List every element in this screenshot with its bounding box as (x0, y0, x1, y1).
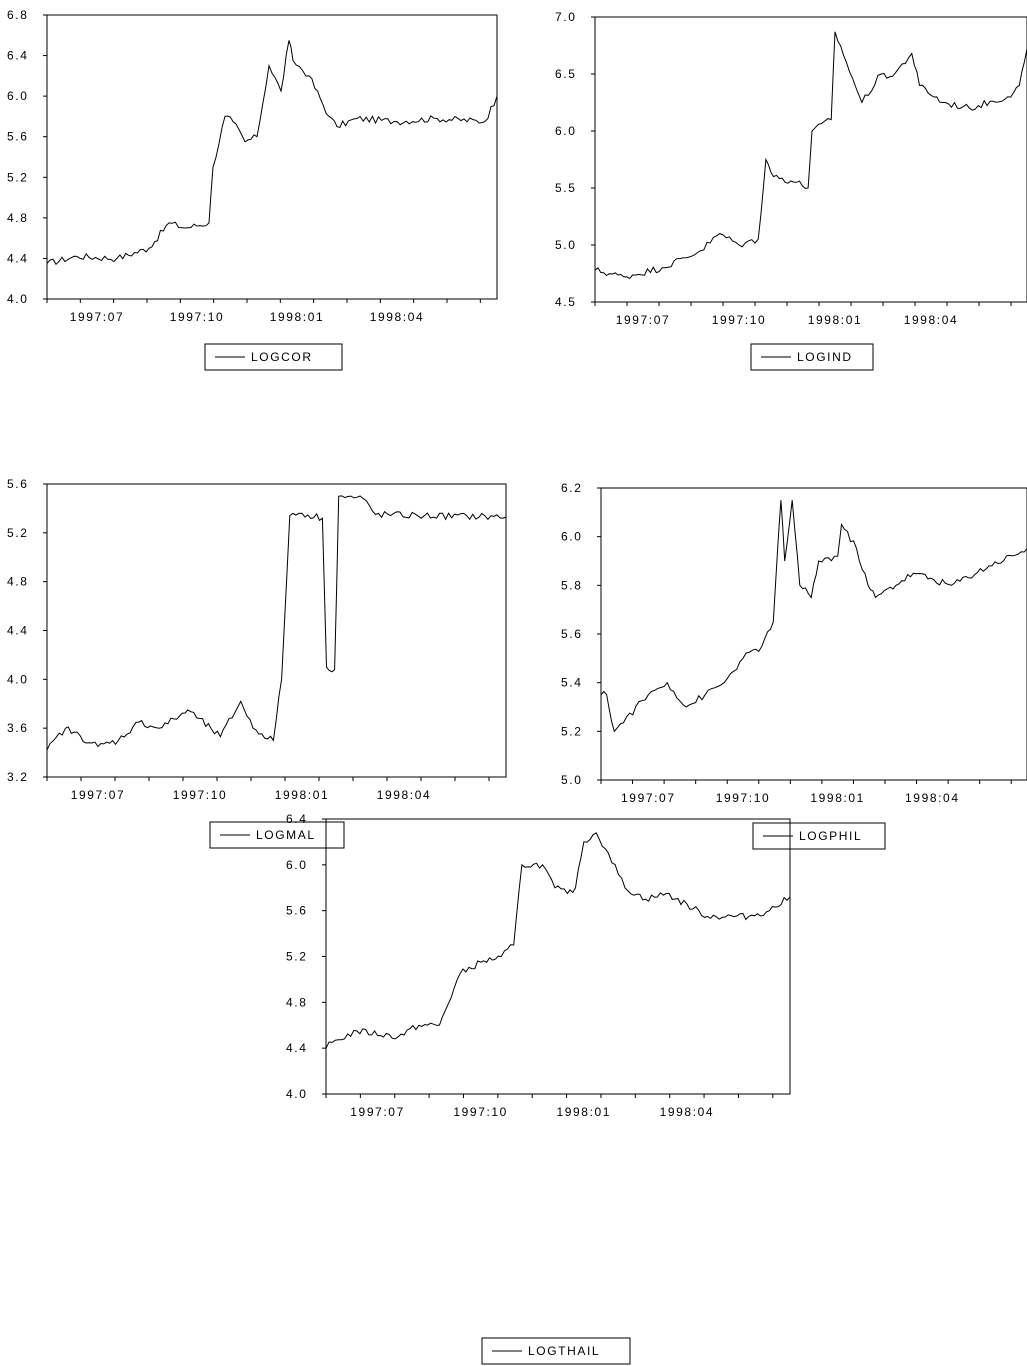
legend: LOGIND (750, 343, 874, 371)
y-tick-label: 6.0 (561, 530, 582, 544)
y-tick-label: 5.6 (7, 130, 28, 144)
legend-label: LOGIND (797, 350, 853, 364)
series-line-logphil (600, 500, 1027, 733)
y-tick-label: 5.2 (7, 526, 28, 540)
y-tick-label: 4.4 (286, 1041, 307, 1055)
y-tick-label: 7.0 (555, 10, 576, 24)
x-tick-label: 1998:01 (275, 788, 330, 802)
y-tick-label: 5.0 (555, 238, 576, 252)
x-tick-label: 1998:01 (556, 1105, 611, 1119)
y-tick-label: 3.2 (7, 770, 28, 784)
legend: LOGTHAIL (481, 1337, 631, 1365)
x-tick-label: 1997:10 (173, 788, 228, 802)
y-tick-label: 5.6 (286, 904, 307, 918)
y-tick-label: 5.2 (286, 950, 307, 964)
series-line-logind (594, 31, 1027, 280)
y-tick-label: 6.2 (561, 481, 582, 495)
chart-panel-logmal: 3.2 3.6 4.0 4.4 4.8 5.2 5.6 1997:07 1997:10 1998:… (7, 477, 507, 849)
chart-panel-logcor: 4.0 4.4 4.8 5.2 5.6 6.0 6.4 6.8 1997:07 1997:10 19… (7, 8, 498, 371)
x-tick-label: 1998:01 (810, 791, 865, 805)
x-tick-label: 1997:10 (716, 791, 771, 805)
x-tick-label: 1998:04 (905, 791, 960, 805)
legend-label: LOGPHIL (799, 829, 862, 843)
x-tick-label: 1997:07 (71, 788, 126, 802)
y-tick-label: 5.2 (7, 170, 28, 184)
y-tick-label: 6.0 (7, 89, 28, 103)
y-tick-label: 4.4 (7, 251, 28, 265)
chart-panel-logthail: 4.0 4.4 4.8 5.2 5.6 6.0 6.4 1997:07 1997:10 1998:… (286, 812, 791, 1365)
y-tick-label: 5.8 (561, 578, 582, 592)
plot-frame (594, 16, 1027, 303)
y-tick-label: 4.8 (7, 211, 28, 225)
chart-panel-logphil: 5.0 5.2 5.4 5.6 5.8 6.0 6.2 1997:07 1997:10 1998:… (561, 481, 1027, 850)
x-tick-label: 1997:10 (453, 1105, 508, 1119)
y-tick-label: 5.0 (561, 773, 582, 787)
x-tick-label: 1997:07 (621, 791, 676, 805)
legend: LOGPHIL (752, 822, 886, 850)
y-tick-label: 4.8 (286, 995, 307, 1009)
legend-label: LOGCOR (251, 350, 313, 364)
y-tick-label: 4.5 (555, 295, 576, 309)
series-line-logmal (46, 495, 507, 751)
plot-frame (46, 14, 498, 300)
y-tick-label: 6.0 (555, 124, 576, 138)
x-tick-label: 1998:01 (270, 310, 325, 324)
x-tick-label: 1998:04 (377, 788, 432, 802)
legend-label: LOGMAL (256, 828, 316, 842)
x-tick-label: 1997:07 (350, 1105, 405, 1119)
y-tick-label: 4.0 (7, 292, 28, 306)
y-tick-label: 6.5 (555, 67, 576, 81)
y-tick-label: 6.4 (286, 812, 307, 826)
x-tick-label: 1997:10 (170, 310, 225, 324)
legend-label: LOGTHAIL (528, 1344, 600, 1358)
chart-panel-logind: 4.5 5.0 5.5 6.0 6.5 7.0 1997:07 1997:10 1998:01 1… (555, 10, 1027, 371)
x-tick-label: 1998:04 (660, 1105, 715, 1119)
y-tick-label: 5.2 (561, 724, 582, 738)
y-tick-label: 5.6 (561, 627, 582, 641)
y-tick-label: 6.8 (7, 8, 28, 22)
x-tick-label: 1998:04 (904, 313, 959, 327)
y-tick-label: 4.0 (286, 1087, 307, 1101)
y-tick-label: 3.6 (7, 721, 28, 735)
legend: LOGCOR (204, 343, 343, 371)
x-tick-label: 1997:07 (616, 313, 671, 327)
x-tick-label: 1997:07 (70, 310, 125, 324)
x-tick-label: 1998:01 (808, 313, 863, 327)
series-line-logthail (325, 832, 791, 1049)
y-tick-label: 6.0 (286, 858, 307, 872)
y-tick-label: 4.8 (7, 575, 28, 589)
series-line-logcor (46, 40, 498, 266)
plot-frame (325, 818, 791, 1095)
y-tick-label: 5.4 (561, 676, 582, 690)
y-tick-label: 4.0 (7, 672, 28, 686)
plot-frame (46, 483, 507, 778)
x-tick-label: 1998:04 (370, 310, 425, 324)
y-tick-label: 6.4 (7, 49, 28, 63)
legend: LOGMAL (209, 821, 345, 849)
y-tick-label: 5.5 (555, 181, 576, 195)
x-tick-label: 1997:10 (712, 313, 767, 327)
plot-frame (600, 487, 1027, 781)
y-tick-label: 4.4 (7, 624, 28, 638)
y-tick-label: 5.6 (7, 477, 28, 491)
